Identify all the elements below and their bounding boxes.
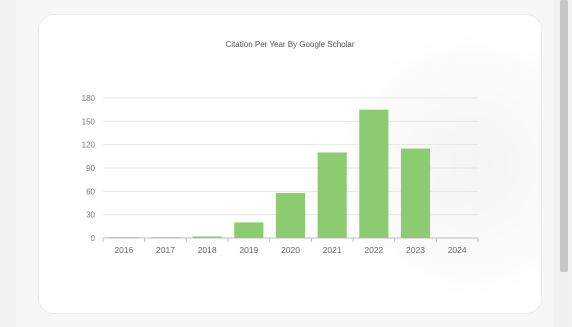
y-tick-label: 90 [86, 164, 95, 173]
x-tick-label: 2021 [323, 245, 342, 255]
bar-2018 [192, 236, 222, 238]
y-tick-label: 0 [91, 234, 96, 243]
x-tick-label: 2016 [114, 245, 133, 255]
x-tick-label: 2020 [281, 245, 300, 255]
bar-2019 [234, 222, 264, 238]
y-tick-label: 30 [86, 211, 95, 220]
x-tick-label: 2018 [198, 245, 217, 255]
y-tick-label: 180 [82, 94, 96, 103]
bar-2017 [150, 237, 181, 238]
bar-2021 [317, 152, 347, 238]
x-tick-label: 2023 [406, 245, 425, 255]
x-tick-label: 2017 [156, 245, 175, 255]
y-tick-label: 120 [82, 141, 96, 150]
scrollbar-thumb[interactable] [560, 0, 568, 272]
chart-title: Citation Per Year By Google Scholar [225, 40, 355, 49]
x-tick-label: 2022 [364, 245, 383, 255]
bar-2016 [109, 237, 139, 238]
chart-card: Citation Per Year By Google Scholar [38, 14, 542, 314]
bar-2022 [359, 109, 389, 239]
x-tick-label: 2024 [448, 245, 467, 255]
y-tick-label: 150 [82, 117, 96, 126]
y-tick-label: 60 [86, 187, 95, 196]
bar-2020 [275, 192, 306, 238]
bar-2023 [400, 148, 431, 238]
x-tick-label: 2019 [239, 245, 258, 255]
